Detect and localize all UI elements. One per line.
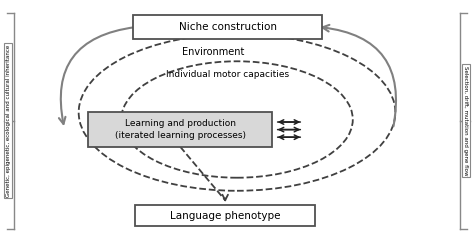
Text: Genetic, epigenetic, ecological and cultural inheritance: Genetic, epigenetic, ecological and cult… [6,44,11,197]
Text: Individual motor capacities: Individual motor capacities [166,70,289,79]
FancyArrowPatch shape [322,25,396,126]
FancyBboxPatch shape [133,15,322,39]
Text: Niche construction: Niche construction [179,22,276,32]
Text: Learning and production
(iterated learning processes): Learning and production (iterated learni… [115,119,246,140]
FancyBboxPatch shape [136,205,315,226]
FancyArrowPatch shape [59,27,135,124]
FancyBboxPatch shape [88,112,273,147]
Text: Language phenotype: Language phenotype [170,211,281,221]
Text: Selection, drift, mutation and gene flow: Selection, drift, mutation and gene flow [463,66,468,175]
Text: Genetic, epigenetic, ecological and cultural inheritance: Genetic, epigenetic, ecological and cult… [6,44,11,197]
Text: Environment: Environment [182,47,245,57]
